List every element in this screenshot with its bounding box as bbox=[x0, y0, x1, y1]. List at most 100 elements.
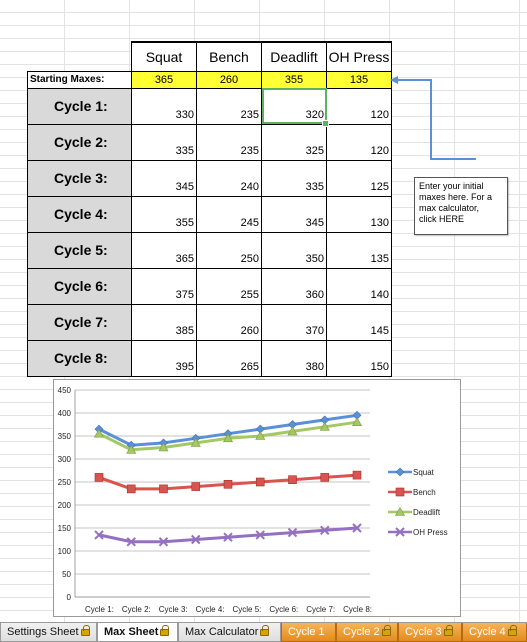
cycle-value-cell[interactable]: 335 bbox=[261, 159, 327, 197]
spreadsheet-grid[interactable]: Squat Bench Deadlift OH Press Starting M… bbox=[0, 0, 527, 622]
data-point-stroke bbox=[223, 532, 233, 542]
data-point-stroke bbox=[287, 527, 298, 538]
cycle-row: Cycle 3: 345 240 335 125 bbox=[27, 159, 392, 197]
data-point bbox=[255, 477, 265, 487]
cycle-value-cell[interactable]: 250 bbox=[196, 231, 262, 269]
cycle-value-cell[interactable]: 325 bbox=[261, 123, 327, 161]
cycle-label[interactable]: Cycle 6: bbox=[27, 267, 132, 305]
cycle-label[interactable]: Cycle 5: bbox=[27, 231, 132, 269]
cycle-row: Cycle 1: 330 235 320 120 bbox=[27, 87, 392, 127]
cycle-label[interactable]: Cycle 7: bbox=[27, 303, 132, 341]
y-tick-label: 200 bbox=[58, 501, 72, 510]
data-point-stroke bbox=[395, 527, 405, 537]
data-point bbox=[126, 484, 136, 494]
cycle-value-cell[interactable]: 355 bbox=[131, 195, 197, 233]
cycle-value-cell[interactable]: 375 bbox=[131, 267, 197, 305]
starting-max-oh-press-cell[interactable]: 135 bbox=[326, 70, 392, 89]
cycle-row: Cycle 7: 385 260 370 145 bbox=[27, 303, 392, 341]
data-point bbox=[287, 527, 298, 538]
cycle-value-cell[interactable]: 260 bbox=[196, 303, 262, 341]
x-tick-label: Cycle 6: bbox=[269, 605, 298, 614]
data-point bbox=[223, 480, 233, 489]
cycle-label[interactable]: Cycle 4: bbox=[27, 195, 132, 233]
data-point bbox=[288, 475, 297, 484]
cycle-value-cell[interactable]: 350 bbox=[261, 231, 327, 269]
cycle-value-cell[interactable]: 135 bbox=[326, 231, 392, 269]
y-tick-label: 150 bbox=[58, 524, 72, 533]
cycle-label[interactable]: Cycle 1: bbox=[27, 87, 132, 125]
note-line: max calculator, bbox=[419, 203, 480, 213]
data-point bbox=[126, 537, 136, 547]
sheet-tab-label: Max Sheet bbox=[104, 626, 159, 638]
starting-maxes-row: Starting Maxes: 365 260 355 135 bbox=[27, 70, 392, 89]
progress-chart[interactable]: 0 50 100 150 200 250 300 350 400 450 Cycle 1: Cycl… bbox=[53, 379, 461, 617]
cycle-value-cell[interactable]: 125 bbox=[326, 159, 392, 197]
cycle-value-cell[interactable]: 235 bbox=[196, 87, 262, 125]
lift-header-squat[interactable]: Squat bbox=[131, 41, 197, 72]
cycle-value-cell[interactable]: 265 bbox=[196, 339, 262, 377]
cycle-value-cell[interactable]: 335 bbox=[131, 123, 197, 161]
cycle-label[interactable]: Cycle 8: bbox=[27, 339, 132, 377]
starting-max-squat-cell[interactable]: 365 bbox=[131, 70, 197, 89]
cycle-value-cell[interactable]: 235 bbox=[196, 123, 262, 161]
cycle-value-cell[interactable]: 330 bbox=[131, 87, 197, 125]
legend-entry: Squat bbox=[388, 467, 435, 477]
data-point-stroke bbox=[320, 525, 330, 536]
cycle-value-cell[interactable]: 370 bbox=[261, 303, 327, 341]
cycle-value-cell[interactable]: 130 bbox=[326, 195, 392, 233]
selected-cell[interactable]: 320 bbox=[261, 87, 330, 127]
starting-maxes-label[interactable]: Starting Maxes: bbox=[27, 70, 132, 89]
lift-header-bench[interactable]: Bench bbox=[196, 41, 262, 72]
series-bench bbox=[94, 470, 362, 494]
data-point bbox=[352, 523, 362, 533]
data-point bbox=[255, 530, 265, 540]
cycle-label[interactable]: Cycle 2: bbox=[27, 123, 132, 161]
sheet-tab-cycle-2[interactable]: Cycle 2 bbox=[336, 623, 398, 642]
sheet-tab-cycle-3[interactable]: Cycle 3 bbox=[398, 623, 462, 642]
cycle-value-cell[interactable]: 380 bbox=[261, 339, 327, 377]
cycle-value-cell[interactable]: 345 bbox=[131, 159, 197, 197]
legend-entry: Bench bbox=[388, 487, 436, 497]
legend-label: Bench bbox=[413, 488, 436, 497]
cycle-value-cell[interactable]: 360 bbox=[261, 267, 327, 305]
cycle-label[interactable]: Cycle 3: bbox=[27, 159, 132, 197]
cycle-value-cell[interactable]: 395 bbox=[131, 339, 197, 377]
cycle-value-cell[interactable]: 145 bbox=[326, 303, 392, 341]
sheet-tab-label: Max Calculator bbox=[185, 626, 259, 638]
cycle-value-cell[interactable]: 345 bbox=[261, 195, 327, 233]
lock-icon bbox=[443, 625, 453, 636]
data-point bbox=[158, 537, 169, 547]
sheet-tab-max-sheet[interactable]: Max Sheet bbox=[97, 623, 178, 642]
sheet-tab-label: Settings Sheet bbox=[7, 626, 79, 638]
x-tick-label: Cycle 2: bbox=[122, 605, 151, 614]
sheet-tab-settings-sheet[interactable]: Settings Sheet bbox=[0, 623, 97, 642]
data-point bbox=[394, 506, 406, 516]
cycle-row: Cycle 5: 365 250 350 135 bbox=[27, 231, 392, 269]
sheet-tab-cycle-4[interactable]: Cycle 4 bbox=[462, 623, 527, 642]
lift-header-oh-press[interactable]: OH Press bbox=[326, 41, 392, 72]
cycle-value-cell[interactable]: 150 bbox=[326, 339, 392, 377]
cycle-value-cell[interactable]: 245 bbox=[196, 195, 262, 233]
cycle-value-cell[interactable]: 385 bbox=[131, 303, 197, 341]
y-tick-label: 50 bbox=[62, 570, 71, 579]
cycle-value-cell[interactable]: 120 bbox=[326, 123, 392, 161]
cycle-value-cell[interactable]: 240 bbox=[196, 159, 262, 197]
cycle-value-cell[interactable]: 365 bbox=[131, 231, 197, 269]
starting-max-deadlift-cell[interactable]: 355 bbox=[261, 70, 327, 89]
starting-max-bench-cell[interactable]: 260 bbox=[196, 70, 262, 89]
sheet-tab-max-calculator[interactable]: Max Calculator bbox=[178, 623, 281, 642]
lift-header-deadlift[interactable]: Deadlift bbox=[261, 41, 327, 72]
data-point bbox=[255, 430, 266, 440]
y-tick-label: 350 bbox=[58, 432, 72, 441]
x-tick-label: Cycle 1: bbox=[85, 605, 114, 614]
y-tick-label: 0 bbox=[67, 593, 72, 602]
data-point bbox=[190, 437, 201, 447]
lock-icon bbox=[507, 625, 517, 636]
note-link[interactable]: click HERE bbox=[419, 214, 465, 224]
sheet-tab-cycle-1[interactable]: Cycle 1 bbox=[281, 623, 336, 642]
cycle-value-cell[interactable]: 120 bbox=[326, 87, 392, 125]
instruction-note[interactable]: Enter your initial maxes here. For a max… bbox=[414, 177, 508, 235]
cycle-value-cell[interactable]: 255 bbox=[196, 267, 262, 305]
cycle-value-cell[interactable]: 140 bbox=[326, 267, 392, 305]
x-tick-label: Cycle 5: bbox=[233, 605, 262, 614]
